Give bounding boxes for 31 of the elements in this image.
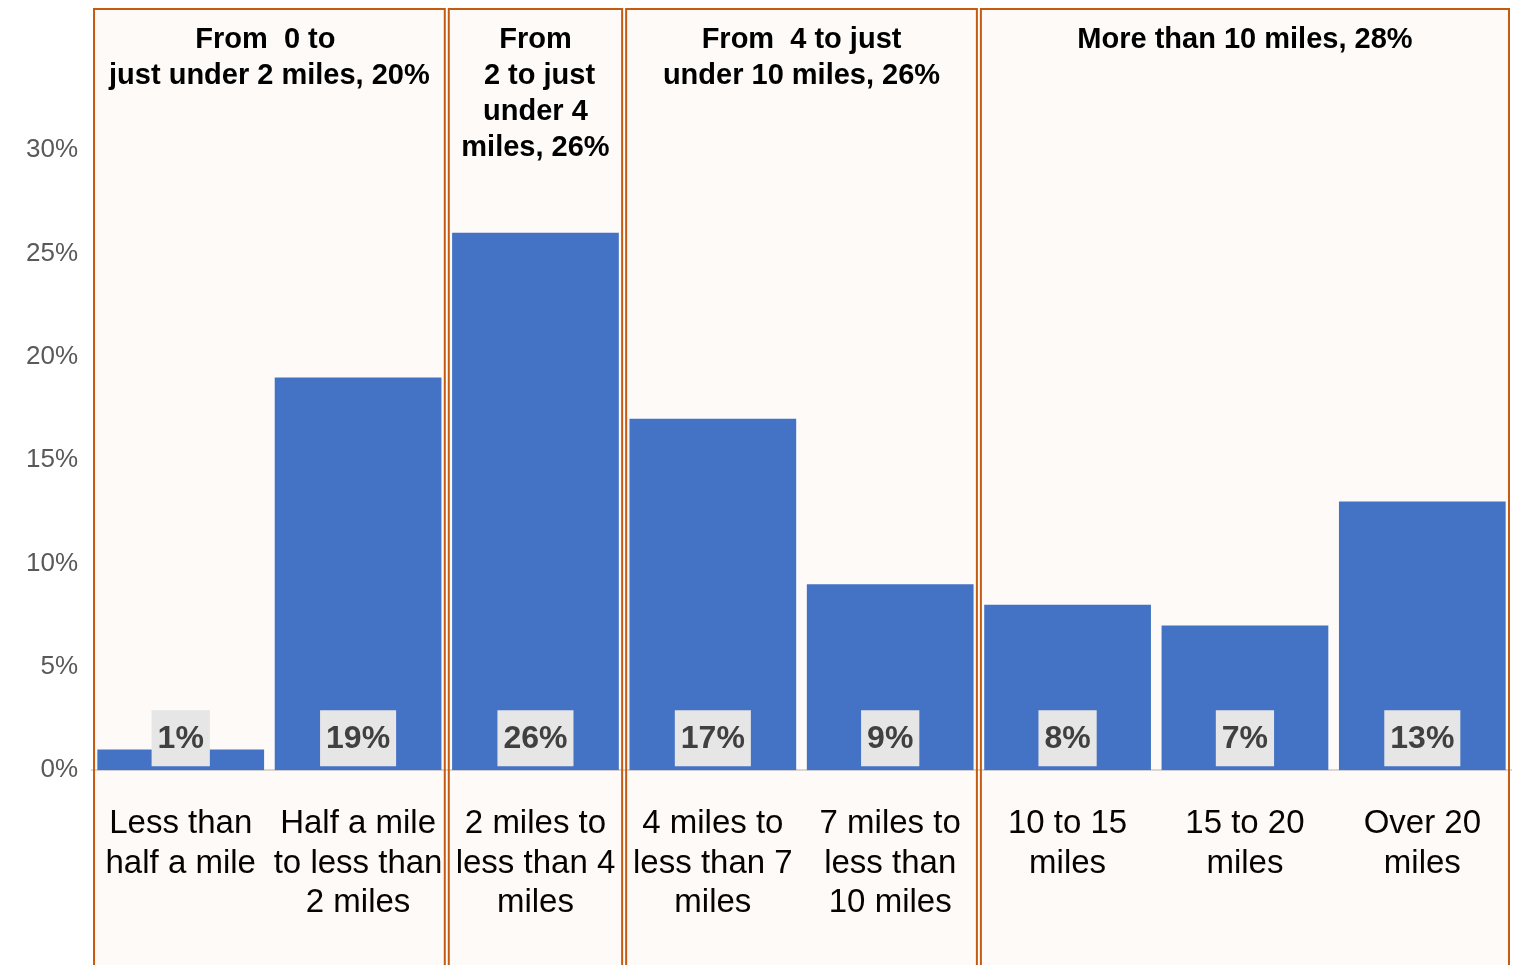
x-tick-label: Half a mile to less than 2 miles [273, 803, 443, 920]
x-tick-label: 4 miles to less than 7 miles [633, 803, 793, 920]
data-label: 17% [680, 719, 745, 756]
bar [806, 584, 974, 771]
x-tick-label: Less than half a mile [105, 803, 256, 880]
y-tick-label: 15% [25, 443, 79, 474]
x-tick-label: 15 to 20 miles [1185, 803, 1305, 880]
band-label: From 4 to just under 10 miles, 26% [662, 22, 941, 90]
y-tick-label: 10% [25, 546, 79, 577]
bar [274, 377, 442, 771]
band-label: From 0 to just under 2 miles, 20% [108, 22, 430, 90]
x-tick-label: 2 miles to less than 4 miles [455, 803, 616, 920]
band-label: From 2 to just under 4 miles, 26% [461, 22, 610, 162]
data-label: 19% [326, 719, 391, 756]
data-label: 1% [157, 719, 204, 756]
y-tick-label: 25% [25, 236, 79, 267]
data-label: 9% [867, 719, 914, 756]
x-tick-label: 7 miles to less than 10 miles [819, 803, 961, 920]
data-label: 8% [1044, 719, 1091, 756]
y-tick-label: 0% [40, 753, 79, 784]
y-tick-label: 5% [40, 650, 79, 681]
x-tick-label: 10 to 15 miles [1007, 803, 1128, 880]
data-label: 13% [1390, 719, 1455, 756]
y-tick-label: 30% [25, 133, 79, 164]
bar [629, 418, 797, 771]
band-label: More than 10 miles, 28% [1077, 22, 1413, 54]
data-label: 26% [503, 719, 568, 756]
y-tick-label: 20% [25, 339, 79, 370]
x-tick-label: Over 20 miles [1363, 803, 1482, 880]
bar [1338, 501, 1506, 771]
data-label: 7% [1221, 719, 1269, 756]
